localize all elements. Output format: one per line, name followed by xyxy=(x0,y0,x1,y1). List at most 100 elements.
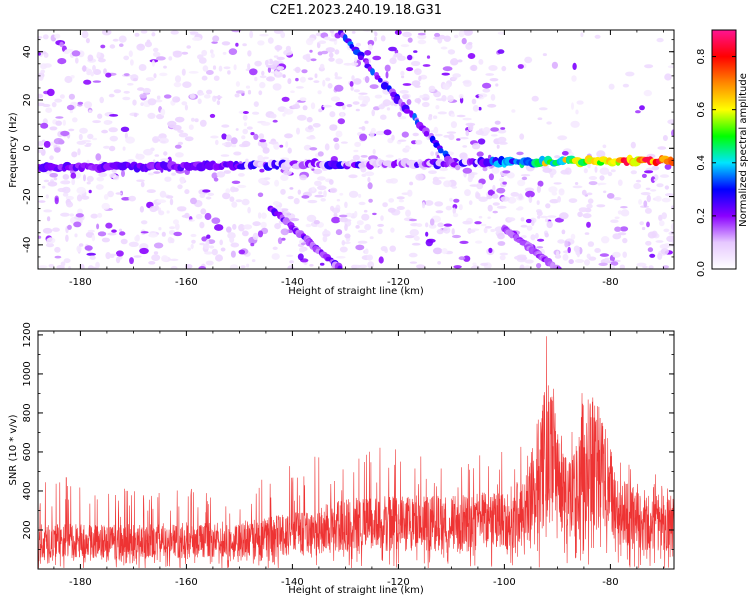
heatmap-cell xyxy=(254,76,258,82)
heatmap-cell xyxy=(91,137,98,141)
heatmap-cell xyxy=(108,127,118,133)
heatmap-cell xyxy=(636,262,647,267)
heatmap-cell xyxy=(587,198,594,204)
heatmap-cell xyxy=(148,233,159,238)
heatmap-cell xyxy=(425,231,429,237)
heatmap-cell xyxy=(428,170,437,175)
heatmap-cell xyxy=(57,58,67,65)
heatmap-cell xyxy=(277,237,283,245)
snr-x-axis-label: Height of straight line (km) xyxy=(288,585,424,596)
heatmap-cell xyxy=(230,186,236,193)
heatmap-cell xyxy=(324,228,328,234)
heatmap-cell xyxy=(464,189,471,197)
heatmap-cell xyxy=(253,133,259,140)
heatmap-cell xyxy=(419,95,424,99)
heatmap-cell xyxy=(551,61,559,69)
heatmap-cell xyxy=(410,60,421,67)
heatmap-cell xyxy=(289,187,294,190)
heatmap-cell xyxy=(121,197,131,201)
heatmap-cell xyxy=(463,30,473,36)
heatmap-cell xyxy=(179,176,186,183)
heatmap-cell xyxy=(467,175,473,183)
heatmap-cell xyxy=(46,216,51,222)
heatmap-cell xyxy=(597,182,601,186)
heatmap-cell xyxy=(355,244,365,251)
heatmap-cell xyxy=(188,219,195,222)
heatmap-cell xyxy=(307,37,315,42)
heatmap-cell xyxy=(653,178,657,182)
heatmap-cell xyxy=(417,34,427,40)
heatmap-cell xyxy=(482,166,488,172)
heatmap-cell xyxy=(458,256,466,261)
y-tick-label: -40 xyxy=(22,237,33,253)
heatmap-cell xyxy=(38,265,48,269)
heatmap-cell xyxy=(293,197,300,205)
spectrogram-y-axis: -40 -20 0 20 40 xyxy=(22,39,674,270)
heatmap-cell xyxy=(174,75,182,83)
heatmap-cell xyxy=(335,255,346,259)
heatmap-cell xyxy=(163,151,168,156)
heatmap-cell xyxy=(619,264,625,269)
heatmap-cell xyxy=(456,138,461,141)
heatmap-cell xyxy=(242,111,249,114)
heatmap-cell xyxy=(257,155,264,160)
heatmap-cell xyxy=(81,195,90,200)
heatmap-cell xyxy=(136,43,145,51)
heatmap-cell xyxy=(535,232,539,239)
heatmap-cell xyxy=(263,177,271,180)
heatmap-cell xyxy=(109,135,119,142)
heatmap-cell xyxy=(545,203,551,209)
heatmap-cell xyxy=(211,217,221,224)
heatmap-cell xyxy=(459,240,469,244)
heatmap-cell xyxy=(630,170,637,175)
heatmap-cell xyxy=(240,265,246,269)
heatmap-cell xyxy=(53,138,64,145)
heatmap-cell xyxy=(108,145,116,152)
heatmap-cell xyxy=(657,252,663,260)
heatmap-cell xyxy=(548,186,558,193)
heatmap-cell xyxy=(101,129,108,134)
heatmap-cell xyxy=(88,189,92,194)
y-tick-label: 1000 xyxy=(22,361,33,386)
heatmap-cell xyxy=(160,108,166,116)
heatmap-cell xyxy=(259,33,269,37)
heatmap-cell xyxy=(662,265,669,269)
heatmap-cell xyxy=(103,194,109,200)
heatmap-cell xyxy=(643,200,648,208)
heatmap-cell xyxy=(116,250,124,257)
x-tick-label: -80 xyxy=(602,577,618,588)
heatmap-cell xyxy=(617,210,623,215)
heatmap-cell xyxy=(160,140,166,143)
heatmap-cell xyxy=(575,109,579,115)
heatmap-cell xyxy=(560,169,569,175)
heatmap-cell xyxy=(468,200,473,206)
heatmap-cell xyxy=(339,217,349,223)
heatmap-cell xyxy=(554,155,561,159)
heatmap-cell xyxy=(226,134,232,142)
heatmap-cell xyxy=(546,121,552,125)
heatmap-cell xyxy=(42,227,53,234)
heatmap-cell xyxy=(441,248,448,255)
heatmap-cell xyxy=(91,234,96,242)
heatmap-cell xyxy=(659,174,670,178)
heatmap-cell xyxy=(356,220,364,226)
heatmap-cell xyxy=(168,56,173,61)
heatmap-cell xyxy=(259,81,266,89)
heatmap-cell xyxy=(270,71,279,74)
heatmap-cell xyxy=(650,176,656,184)
heatmap-cell xyxy=(100,44,106,49)
heatmap-cell xyxy=(571,75,577,82)
heatmap-cell xyxy=(153,242,164,249)
heatmap-cell xyxy=(235,90,245,94)
heatmap-cell xyxy=(661,197,671,203)
heatmap-cell xyxy=(78,133,83,141)
heatmap-cell xyxy=(620,206,628,209)
heatmap-cell xyxy=(127,83,134,86)
heatmap-cell xyxy=(520,217,525,222)
heatmap-cell xyxy=(250,132,255,136)
heatmap-cell xyxy=(426,55,431,59)
heatmap-cell xyxy=(125,136,135,144)
heatmap-cell xyxy=(134,235,140,242)
heatmap-cell xyxy=(664,185,670,190)
heatmap-cell xyxy=(145,77,155,82)
